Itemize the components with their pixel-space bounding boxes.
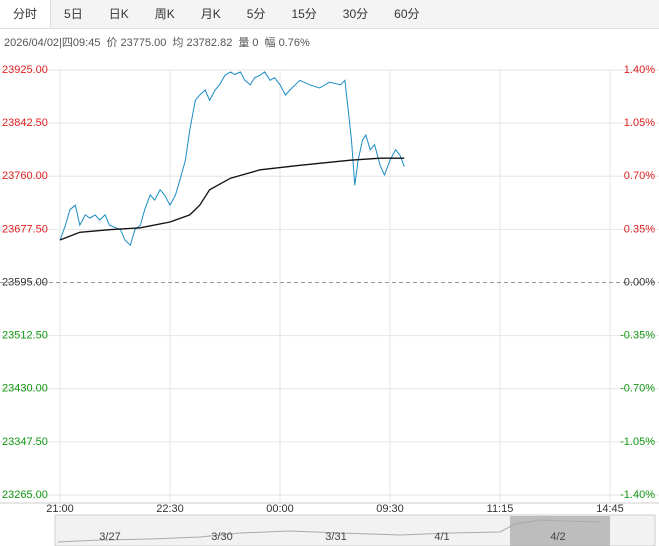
y-tick-label: 23760.00 bbox=[2, 170, 48, 182]
navigator-date: 3/27 bbox=[99, 531, 120, 543]
price-line bbox=[59, 71, 405, 247]
y2-tick-label: 0.00% bbox=[624, 276, 655, 288]
tab[interactable]: 5分 bbox=[246, 7, 266, 21]
y2-tick-label: 1.05% bbox=[624, 117, 655, 129]
y-tick-label: 23925.00 bbox=[2, 64, 48, 76]
y-tick-label: 23347.50 bbox=[2, 436, 48, 448]
navigator-date: 4/2 bbox=[550, 531, 565, 543]
y2-tick-label: 0.35% bbox=[624, 223, 655, 235]
tab[interactable]: 日K bbox=[108, 7, 129, 21]
y2-tick-label: 1.40% bbox=[624, 64, 655, 76]
tab[interactable]: 分时 bbox=[0, 0, 52, 28]
y2-tick-label: -1.05% bbox=[620, 436, 655, 448]
grid bbox=[0, 69, 659, 504]
quote-info: 2026/04/02|四09:45 价 23775.00 均 23782.82 量 0… bbox=[4, 34, 316, 50]
navigator-line bbox=[57, 519, 601, 543]
x-tick-label: 00:00 bbox=[266, 503, 294, 515]
average-line bbox=[59, 157, 405, 241]
tab[interactable]: 30分 bbox=[342, 7, 369, 21]
x-tick-label: 11:15 bbox=[487, 503, 514, 515]
info-item: 幅 0.76% bbox=[264, 37, 310, 49]
y-tick-label: 23430.00 bbox=[2, 383, 48, 395]
tab[interactable]: 周K bbox=[154, 7, 175, 21]
tab[interactable]: 60分 bbox=[394, 7, 420, 21]
tab[interactable]: 15分 bbox=[291, 7, 317, 21]
y2-tick-label: 0.70% bbox=[624, 170, 655, 182]
y-tick-label: 23677.50 bbox=[2, 223, 48, 235]
y-tick-label: 23595.00 bbox=[2, 276, 48, 288]
x-tick-label: 09:30 bbox=[376, 503, 404, 515]
tab-bar: 分时 5日 日K 周K 月K 5分 15分 30分 60分 bbox=[0, 0, 659, 29]
info-item: 量 0 bbox=[238, 37, 259, 49]
x-tick-label: 14:45 bbox=[596, 503, 624, 515]
navigator-date: 3/31 bbox=[325, 531, 346, 543]
y2-tick-label: -0.70% bbox=[620, 383, 655, 395]
y-tick-label: 23842.50 bbox=[2, 117, 48, 129]
tab[interactable]: 月K bbox=[200, 7, 221, 21]
x-tick-label: 21:00 bbox=[46, 503, 74, 515]
navigator-date: 4/1 bbox=[434, 531, 449, 543]
info-item: 均 23782.82 bbox=[172, 37, 233, 49]
y-tick-label: 23265.00 bbox=[2, 489, 48, 501]
tab[interactable]: 5日 bbox=[64, 7, 83, 21]
info-item: 价 23775.00 bbox=[106, 37, 167, 49]
x-tick-label: 22:30 bbox=[156, 503, 184, 515]
info-item: 2026/04/02|四09:45 bbox=[4, 37, 101, 49]
navigator-date: 3/30 bbox=[211, 531, 232, 543]
y2-tick-label: -0.35% bbox=[620, 330, 655, 342]
y2-tick-label: -1.40% bbox=[620, 489, 655, 501]
y-tick-label: 23512.50 bbox=[2, 330, 48, 342]
